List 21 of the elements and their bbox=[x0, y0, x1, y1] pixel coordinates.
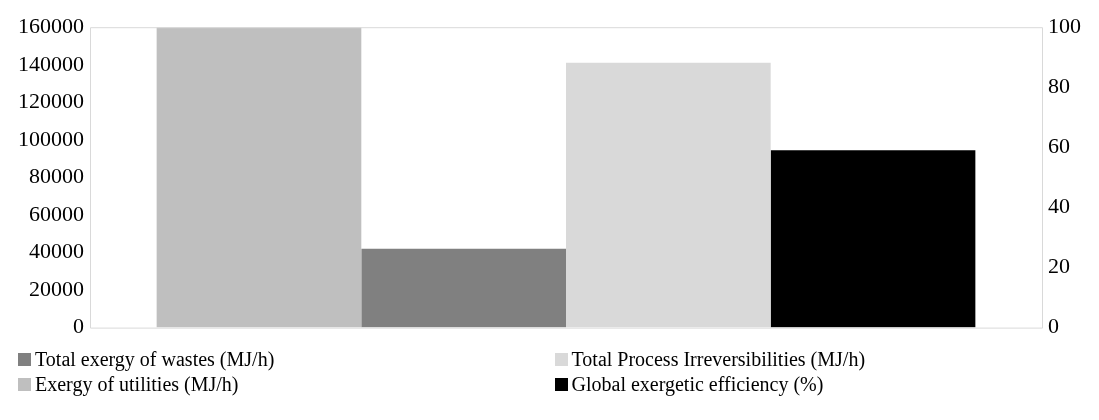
y-tick-label: 60000 bbox=[29, 200, 84, 226]
y-tick-label: 140000 bbox=[18, 50, 84, 76]
bar bbox=[361, 248, 566, 328]
y2-tick-label: 20 bbox=[1048, 253, 1070, 279]
y2-tick-label: 0 bbox=[1048, 313, 1059, 339]
y-tick-label: 100000 bbox=[18, 125, 84, 151]
legend-label: Exergy of utilities (MJ/h) bbox=[35, 373, 239, 396]
y2-tick-label: 60 bbox=[1048, 133, 1070, 159]
y-tick-label: 0 bbox=[73, 313, 84, 339]
y-tick-label: 20000 bbox=[29, 275, 84, 301]
y-tick-label: 40000 bbox=[29, 238, 84, 264]
legend-label: Total Process Irreversibilities (MJ/h) bbox=[571, 348, 866, 371]
y-tick-label: 120000 bbox=[18, 88, 84, 114]
legend-label: Global exergetic efficiency (%) bbox=[571, 373, 824, 396]
y2-tick-label: 100 bbox=[1048, 12, 1081, 38]
legend-label: Total exergy of wastes (MJ/h) bbox=[35, 348, 275, 371]
y-tick-label: 160000 bbox=[18, 12, 84, 38]
y-tick-label: 80000 bbox=[29, 163, 84, 189]
y2-tick-label: 40 bbox=[1048, 193, 1070, 219]
bar bbox=[156, 27, 362, 328]
y2-tick-label: 80 bbox=[1048, 73, 1070, 99]
